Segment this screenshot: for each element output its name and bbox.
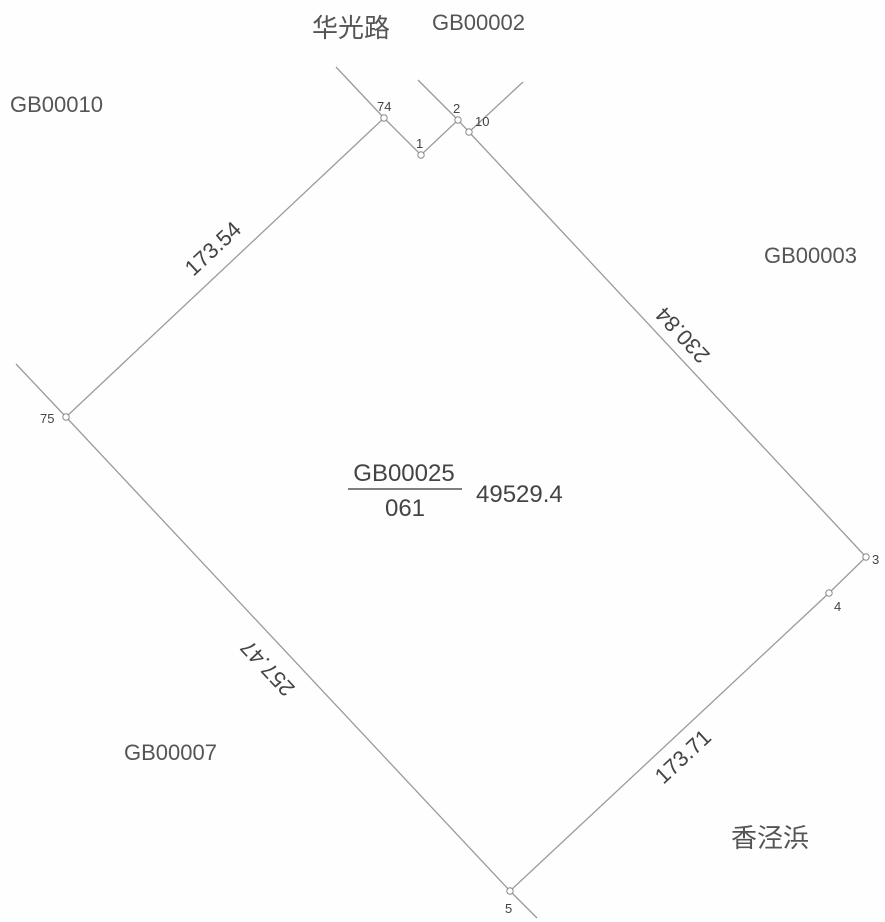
vertex-marker-74 xyxy=(380,114,388,122)
vertex-label-2: 2 xyxy=(453,101,460,116)
edge-length-75-5: 257.47 xyxy=(235,635,299,701)
vertex-marker-10 xyxy=(465,128,473,136)
vertex-label-74: 74 xyxy=(377,99,391,114)
neighbor-label-north: GB00002 xyxy=(432,10,525,35)
vertex-marker-3 xyxy=(862,553,870,561)
vertex-label-1: 1 xyxy=(416,136,423,151)
vertex-marker-75 xyxy=(62,413,70,421)
boundary-extension-5 xyxy=(509,890,538,919)
vertex-label-75: 75 xyxy=(40,411,54,426)
vertex-marker-2 xyxy=(454,116,462,124)
waterway-label-southeast: 香泾浜 xyxy=(731,824,809,854)
neighbor-label-east: GB00003 xyxy=(764,243,857,268)
parcel-area: 49529.4 xyxy=(476,481,563,508)
vertex-label-4: 4 xyxy=(834,599,841,614)
neighbor-label-southwest: GB00007 xyxy=(124,740,217,765)
vertex-label-10: 10 xyxy=(475,114,489,129)
edge-length-74-75: 173.54 xyxy=(180,216,246,280)
boundary-extension-75 xyxy=(15,363,67,418)
edge-length-10-3: 230.84 xyxy=(650,302,714,368)
parcel-id: GB00025 xyxy=(353,460,454,487)
vertex-marker-1 xyxy=(417,151,425,159)
vertex-marker-4 xyxy=(825,589,833,597)
edge-length-4-5: 173.71 xyxy=(650,724,716,788)
parcel-boundary xyxy=(65,117,867,892)
boundary-extension-2 xyxy=(417,79,459,121)
parcel-code: 061 xyxy=(385,495,425,522)
boundary-extension-10 xyxy=(468,81,524,133)
vertex-marker-5 xyxy=(506,887,514,895)
boundary-extension-74 xyxy=(335,66,385,119)
vertex-label-3: 3 xyxy=(872,552,879,567)
road-label-north: 华光路 xyxy=(312,14,390,44)
neighbor-label-west: GB00010 xyxy=(10,92,103,117)
vertex-label-5: 5 xyxy=(505,901,512,916)
